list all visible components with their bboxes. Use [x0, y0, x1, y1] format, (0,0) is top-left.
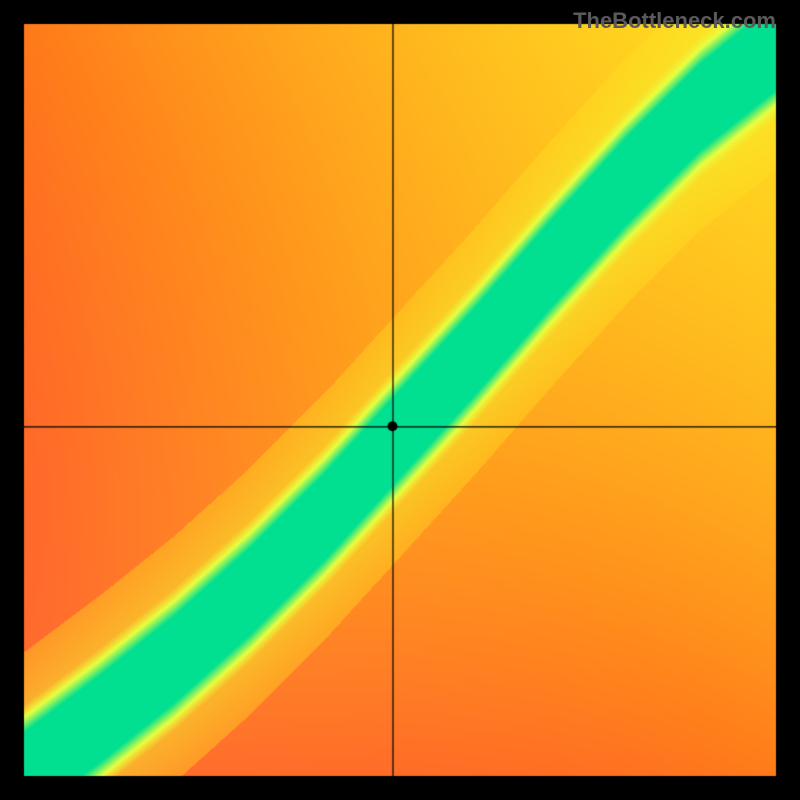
bottleneck-heatmap	[0, 0, 800, 800]
watermark-text: TheBottleneck.com	[573, 8, 776, 34]
heatmap-canvas	[0, 0, 800, 800]
